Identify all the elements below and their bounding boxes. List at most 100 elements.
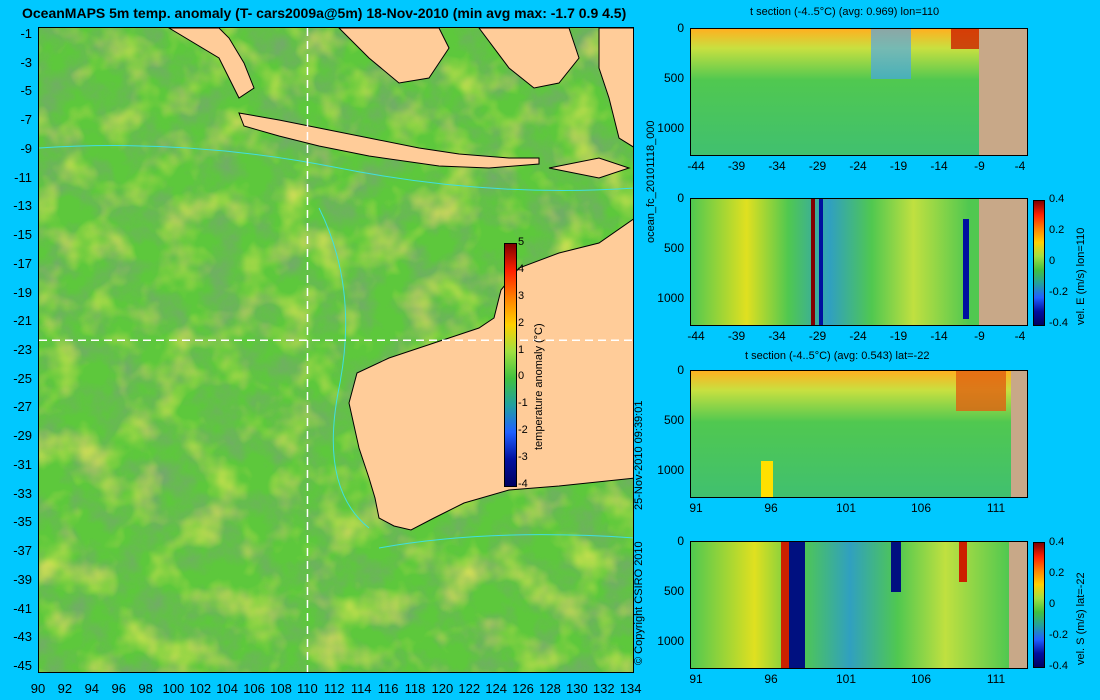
borneo-land	[338, 28, 450, 84]
latitude-tick: -45	[13, 658, 32, 673]
longitude-tick: 94	[84, 681, 100, 696]
longitude-tick: 120	[431, 681, 454, 696]
colorbar-tick: -4	[518, 478, 528, 490]
warm-anomaly	[951, 29, 981, 49]
section-x-tick: -39	[727, 329, 746, 343]
section-land	[979, 199, 1027, 325]
section-depth-tick: 0	[677, 21, 684, 35]
latitude-tick: -1	[20, 26, 32, 41]
longitude-tick: 122	[458, 681, 481, 696]
colorbar-tick: -3	[518, 451, 528, 464]
section-x-tick: -4	[1014, 329, 1026, 343]
vel-s-section-panel[interactable]	[690, 541, 1028, 669]
warm-anomaly	[761, 461, 773, 497]
longitude-tick: 106	[243, 681, 265, 696]
section-x-tick: -29	[808, 329, 827, 343]
vel-s-section	[691, 542, 1027, 668]
colorbar-tick: -2	[518, 424, 528, 437]
section-x-tick: -19	[889, 159, 908, 173]
section-x-tick: -44	[687, 159, 705, 173]
section-x-tick: 96	[764, 501, 778, 515]
strong-negative-band	[891, 542, 901, 592]
longitude-tick: 98	[138, 681, 153, 696]
vel-e-section	[691, 199, 1027, 325]
latitude-tick: -19	[13, 284, 32, 300]
temp-section-lat-panel[interactable]	[690, 370, 1028, 498]
section-x-tick: 101	[835, 501, 857, 515]
colorbar-tick: 0	[518, 370, 525, 383]
section-x-tick: 106	[910, 672, 932, 686]
temp-section-lon-panel[interactable]	[690, 28, 1028, 156]
section-colorbar-tick: 0.2	[1049, 567, 1065, 579]
section-x-tick: 106	[910, 501, 932, 515]
sumatra-land	[168, 28, 255, 99]
latitude-tick: -13	[13, 198, 32, 214]
section-depth-tick: 1000	[657, 462, 684, 477]
section-x-tick: 111	[986, 501, 1006, 515]
anomaly-map[interactable]	[38, 27, 634, 673]
latitude-tick: -11	[14, 169, 32, 185]
run-id-label: ocean_fc_20101118_000	[645, 120, 657, 243]
section-depth-tick: 500	[663, 583, 684, 598]
section-depth-tick: 1000	[657, 633, 684, 648]
bathymetry-contour	[318, 207, 370, 529]
latitude-tick: -17	[13, 255, 32, 271]
section-x-tick: 91	[689, 672, 703, 686]
section-colorbar-tick: 0.4	[1049, 536, 1065, 548]
temp-field	[691, 29, 1027, 155]
section-depth-tick: 0	[677, 191, 684, 205]
longitude-tick: 116	[377, 681, 399, 696]
vel-stripes	[691, 542, 1009, 668]
colorbar-tick: 4	[518, 262, 525, 275]
latitude-tick: -43	[13, 629, 32, 645]
section-x-tick: -29	[808, 159, 827, 173]
longitude-tick: 118	[404, 681, 426, 696]
strong-positive-band	[781, 542, 789, 668]
vel-e-colorbar	[1033, 200, 1045, 326]
longitude-tick: 112	[323, 681, 345, 696]
latitude-tick: -39	[13, 571, 32, 587]
section-x-tick: 91	[689, 501, 703, 515]
section-title-lon: t section (-4..5°C) (avg: 0.969) lon=110	[750, 6, 940, 18]
section-depth-tick: 1000	[657, 120, 684, 135]
longitude-tick: 90	[30, 681, 46, 696]
longitude-tick: 110	[297, 681, 318, 696]
section-x-tick: -14	[930, 329, 948, 343]
colorbar-tick: 1	[518, 343, 525, 356]
section-x-tick: -4	[1014, 159, 1026, 173]
vel-e-section-panel[interactable]	[690, 198, 1028, 326]
section-x-tick: -24	[849, 329, 867, 343]
section-colorbar-tick: 0.4	[1049, 193, 1065, 205]
section-land	[1011, 371, 1027, 497]
bathymetry-contour	[378, 534, 633, 549]
section-x-tick: -9	[974, 159, 985, 173]
colorbar-tick: 2	[518, 316, 525, 329]
colorbar-label: temperature anomaly (°C)	[533, 323, 545, 450]
section-colorbar-tick: -0.4	[1049, 317, 1068, 329]
latitude-tick: -3	[20, 54, 32, 70]
latitude-tick: -29	[13, 428, 32, 444]
section-depth-tick: 500	[663, 412, 684, 427]
latitude-tick: -23	[13, 342, 32, 357]
section-colorbar-tick: -0.2	[1049, 629, 1068, 641]
latitude-tick: -7	[20, 112, 32, 128]
section-colorbar-tick: 0.2	[1049, 224, 1065, 236]
temp-section-lat	[691, 371, 1027, 497]
section-x-tick: -34	[768, 159, 786, 173]
vel-s-colorbar	[1033, 542, 1045, 668]
strong-positive-band	[811, 199, 815, 325]
section-x-tick: -39	[727, 159, 746, 173]
longitude-tick: 126	[512, 681, 534, 696]
latitude-tick: -25	[13, 370, 32, 386]
bathymetry-contour	[39, 145, 633, 191]
colorbar-tick: -1	[518, 397, 528, 410]
section-depth-tick: 500	[663, 70, 684, 85]
section-x-tick: -44	[687, 329, 705, 343]
timor-land	[548, 157, 631, 179]
copyright-label: © Copyright CSIRO 2010	[633, 541, 645, 665]
longitude-tick: 100	[162, 681, 185, 696]
temp-section-lon	[691, 29, 1027, 155]
latitude-tick: -33	[13, 485, 32, 501]
strong-negative-band	[789, 542, 805, 668]
longitude-tick: 128	[539, 681, 561, 696]
